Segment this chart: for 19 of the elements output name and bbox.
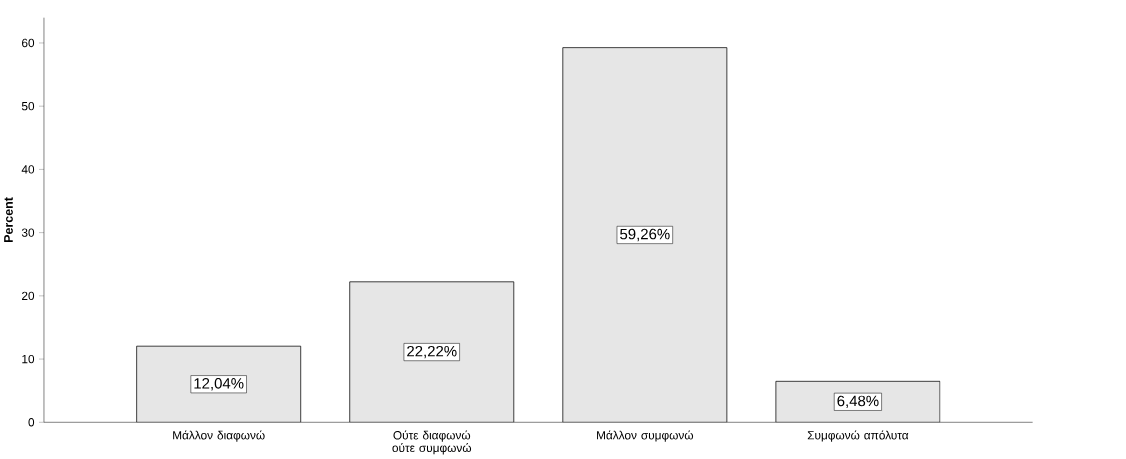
bar bbox=[136, 346, 302, 423]
data-label: 6,48% bbox=[837, 395, 879, 409]
bar bbox=[349, 281, 515, 423]
x-tick-label: Ούτε διαφωνώ ούτε συμφωνώ bbox=[392, 430, 472, 455]
y-tick-label: 20 bbox=[21, 291, 35, 301]
bar bbox=[562, 47, 728, 423]
x-tick-label: Μάλλον διαφωνώ bbox=[173, 430, 265, 443]
y-tick-label: 40 bbox=[21, 165, 35, 174]
data-label: 22,22% bbox=[407, 346, 457, 359]
y-tick-label: 30 bbox=[21, 228, 35, 238]
data-label: 59,26% bbox=[620, 229, 670, 242]
data-label: 12,04% bbox=[194, 378, 244, 391]
x-tick-label: Μάλλον συμφωνώ bbox=[597, 430, 694, 443]
x-tick-label: Συμφωνώ απόλυτα bbox=[807, 430, 909, 443]
y-tick-label: 50 bbox=[21, 102, 35, 111]
y-axis-title: Percent bbox=[4, 197, 13, 243]
y-tick-label: 10 bbox=[22, 355, 35, 364]
y-tick-label: 60 bbox=[22, 38, 35, 48]
y-tick-label: 0 bbox=[28, 418, 35, 427]
